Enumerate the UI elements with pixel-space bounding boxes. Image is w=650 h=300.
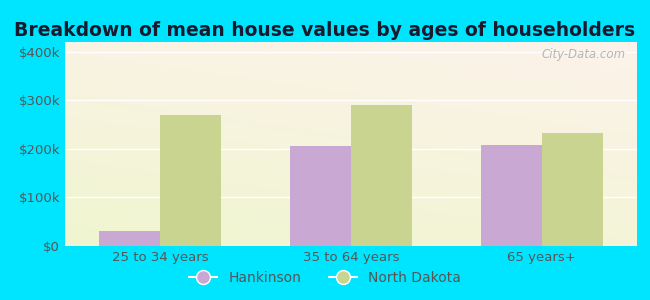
Legend: Hankinson, North Dakota: Hankinson, North Dakota <box>184 265 466 290</box>
Bar <box>480 145 541 246</box>
Bar <box>99 231 161 246</box>
Text: Breakdown of mean house values by ages of householders: Breakdown of mean house values by ages o… <box>14 21 636 40</box>
Bar <box>290 146 351 246</box>
Bar <box>351 105 412 246</box>
Bar <box>541 133 603 246</box>
Text: City-Data.com: City-Data.com <box>541 48 625 61</box>
Bar <box>161 115 222 246</box>
